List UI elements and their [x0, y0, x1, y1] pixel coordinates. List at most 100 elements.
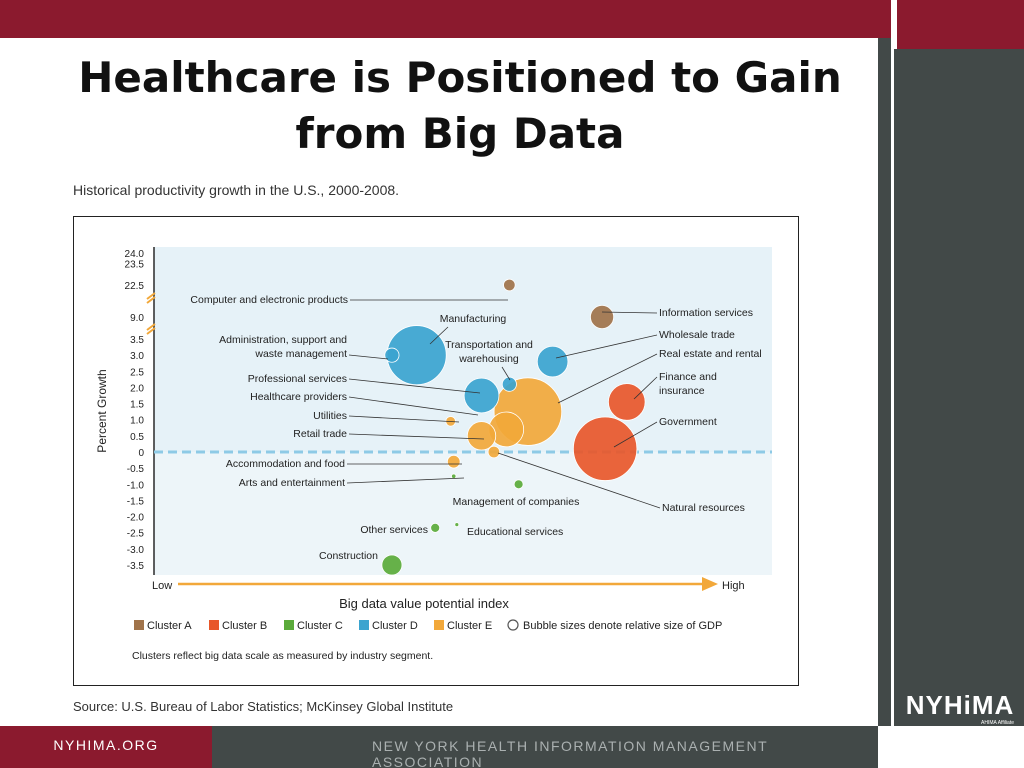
legend-label: Cluster D: [372, 620, 418, 632]
chart-title: Historical productivity growth in the U.…: [73, 182, 400, 198]
leader-line: [633, 376, 658, 400]
logo-mark: NYHiMA: [905, 690, 1015, 720]
y-tick-label: -2.0: [127, 513, 145, 524]
leader-line: [613, 421, 658, 448]
y-tick-label: -1.0: [127, 480, 145, 491]
axis-break-mark: [146, 323, 156, 335]
point-label: Natural resources: [662, 502, 745, 514]
y-tick-label: -1.5: [127, 496, 145, 507]
y-tick-label: -3.5: [127, 561, 145, 572]
bubble-point: [590, 305, 615, 330]
plot-area-positive: [154, 247, 772, 452]
leader-line: [348, 378, 481, 394]
point-label: Healthcare providers: [250, 391, 347, 403]
point-label: Manufacturing: [440, 313, 507, 325]
y-tick-label: 23.5: [125, 260, 145, 271]
legend-swatch: [134, 620, 144, 630]
leader-line: [555, 334, 658, 359]
y-tick-label: 9.0: [130, 313, 144, 324]
leader-line: [348, 354, 389, 360]
point-label: Accommodation and food: [226, 458, 345, 470]
point-label: Arts and entertainment: [239, 477, 345, 489]
bubble-size-note: Bubble sizes denote relative size of GDP: [523, 620, 722, 632]
y-tick-label: 22.5: [125, 281, 145, 292]
point-label: Information services: [659, 307, 753, 319]
bubble-point: [501, 376, 517, 392]
point-label: Computer and electronic products: [190, 294, 348, 306]
point-label: Professional services: [248, 373, 347, 385]
y-tick-label: 2.5: [130, 367, 144, 378]
axis-break-mark: [146, 292, 156, 304]
point-label: warehousing: [458, 353, 519, 365]
source-note: Source: U.S. Bureau of Labor Statistics;…: [73, 699, 454, 714]
leader-line: [348, 415, 460, 423]
leader-line: [557, 353, 658, 404]
bubble-point: [451, 473, 457, 479]
bubble-point: [381, 554, 403, 576]
bubble-point: [463, 377, 500, 414]
point-label: insurance: [659, 385, 705, 397]
legend-swatch: [359, 620, 369, 630]
leader-line: [601, 311, 658, 314]
right-panel-divider: [891, 0, 894, 768]
bubble-point: [487, 445, 501, 459]
x-high-label: High: [722, 580, 745, 592]
y-tick-label: -2.5: [127, 529, 145, 540]
legend-swatch: [284, 620, 294, 630]
point-label: Educational services: [467, 526, 563, 538]
point-label: Government: [659, 416, 717, 428]
legend-swatch: [209, 620, 219, 630]
leader-line: [501, 366, 511, 381]
y-tick-label: 2.0: [130, 383, 144, 394]
nyhima-logo: NYHiMA AHIMA Affiliate New York Health I…: [896, 690, 1024, 768]
footer-bar: NYHIMA.ORG NEW YORK HEALTH INFORMATION M…: [0, 726, 878, 768]
bubble-chart: -3.5 -3.0 -2.5 -2.0 -1.5 -1.0 -0.5 0 0.5 1.0 1.5 2.…: [95, 247, 772, 662]
plot-area-negative: [154, 452, 772, 575]
leader-line: [429, 326, 449, 345]
footer-left-block: NYHIMA.ORG: [0, 726, 212, 768]
bubble-point: [513, 479, 524, 490]
x-axis-label: Big data value potential index: [339, 596, 509, 611]
leader-line: [346, 477, 465, 484]
x-low-label: Low: [152, 580, 172, 592]
y-tick-label: -0.5: [127, 464, 145, 475]
y-tick-label: 1.0: [130, 416, 144, 427]
y-tick-label: 1.5: [130, 400, 144, 411]
bubble-point: [384, 347, 400, 363]
logo-line-1: New York Health Information: [902, 726, 1018, 736]
leader-line: [497, 452, 661, 509]
legend-label: Cluster B: [222, 620, 267, 632]
legend-label: Cluster A: [147, 620, 192, 632]
y-tick-label: 3.5: [130, 335, 144, 346]
y-tick-label: 24.0: [125, 249, 145, 260]
logo-line-2: Management Association: [909, 737, 1011, 747]
top-banner: [0, 0, 1024, 38]
x-axis-arrowhead: [702, 577, 718, 591]
footer-site-link[interactable]: NYHIMA.ORG: [53, 737, 159, 753]
bubble-point: [466, 421, 497, 451]
y-tick-label: 0: [138, 448, 144, 459]
logo-tagline: AHIMA Affiliate: [981, 720, 1014, 726]
chart-frame: -3.5 -3.0 -2.5 -2.0 -1.5 -1.0 -0.5 0 0.5 1.0 1.5 2.…: [73, 216, 799, 686]
point-label: Utilities: [313, 410, 347, 422]
footer-org-name: NEW YORK HEALTH INFORMATION MANAGEMENT A…: [372, 738, 768, 768]
point-label: Construction: [319, 550, 378, 562]
bubble-point: [454, 522, 460, 528]
point-label: Other services: [360, 524, 428, 536]
y-axis-label: Percent Growth: [95, 369, 109, 452]
point-label: Real estate and rental: [659, 348, 762, 360]
bubble-point: [608, 383, 646, 421]
legend-label: Cluster E: [447, 620, 492, 632]
point-label: Finance and: [659, 371, 717, 383]
point-label: Wholesale trade: [659, 329, 735, 341]
leader-line: [348, 433, 485, 440]
slide-title: Healthcare is Positioned to Gain from Bi…: [78, 53, 842, 158]
y-tick-label: -3.0: [127, 545, 145, 556]
legend-label: Cluster C: [297, 620, 343, 632]
legend-swatch: [434, 620, 444, 630]
point-label: Administration, support and: [219, 334, 347, 346]
leader-line: [348, 396, 479, 416]
y-tick-label: 3.0: [130, 351, 144, 362]
bubble-point: [430, 522, 441, 533]
y-tick-label: 0.5: [130, 432, 144, 443]
